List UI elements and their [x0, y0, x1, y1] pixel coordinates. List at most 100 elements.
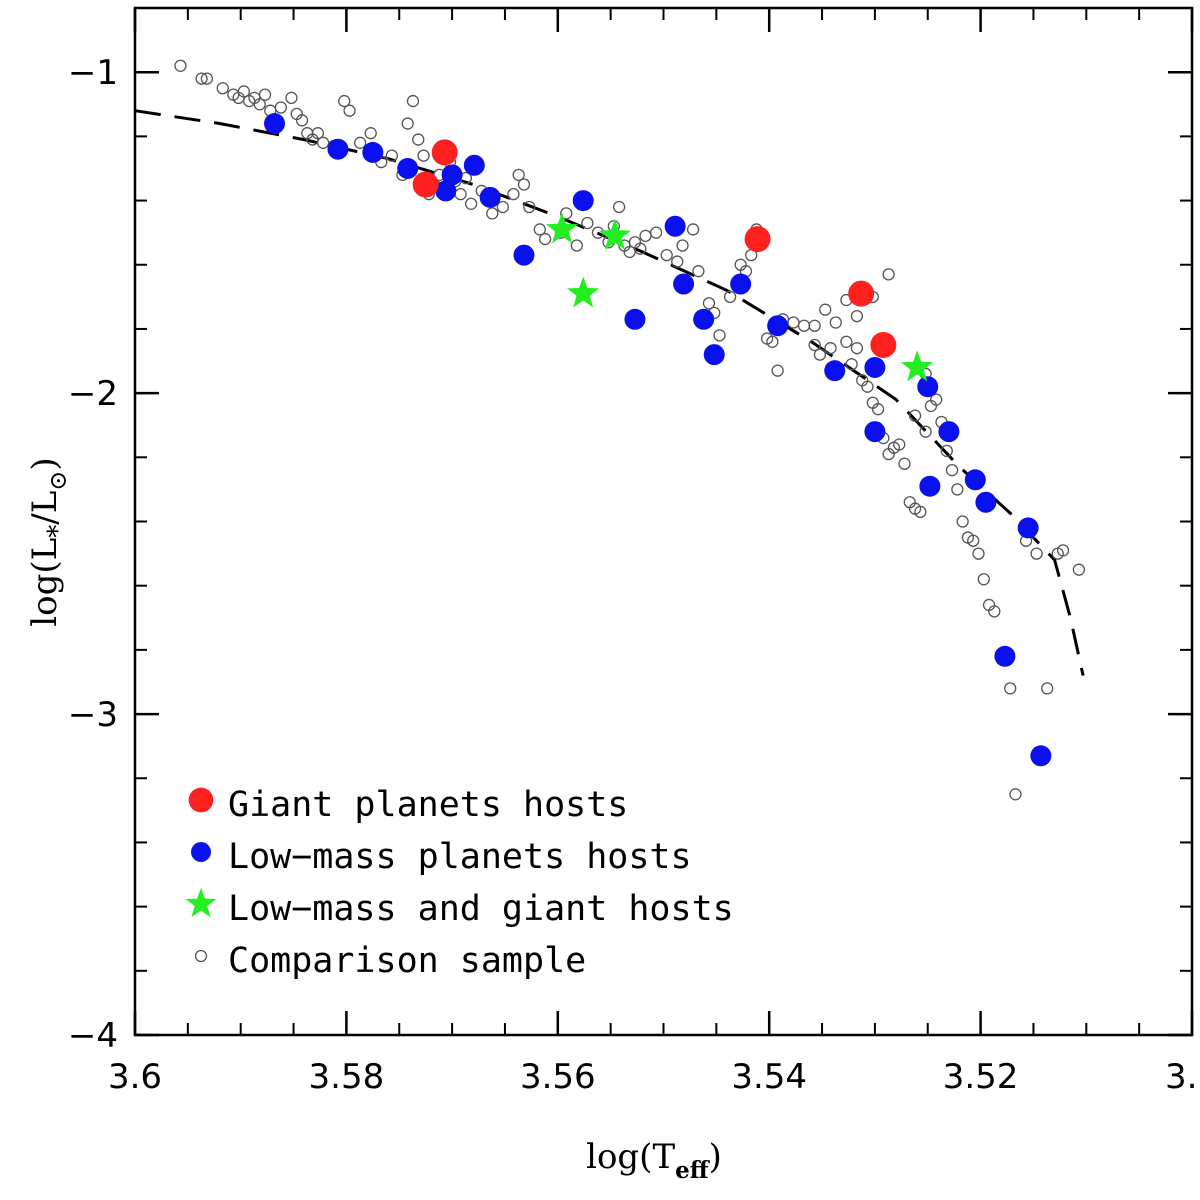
legend-marker — [191, 842, 211, 862]
low-mass-host-point — [1030, 745, 1052, 767]
low-mass-and-giant-host-point — [598, 218, 631, 250]
comparison-point — [216, 82, 229, 95]
low-mass-hosts-points — [264, 113, 1052, 767]
comparison-point — [412, 133, 425, 146]
x-axis-label: log(Teff) — [586, 1137, 722, 1184]
comparison-point — [464, 197, 478, 210]
giant-host-point — [848, 280, 875, 307]
low-mass-host-point — [435, 180, 457, 202]
low-mass-and-giant-host-point — [545, 212, 579, 244]
y-tick-label: −2 — [68, 374, 118, 414]
x-tick-label: 3.6 — [108, 1057, 162, 1097]
comparison-point — [253, 98, 266, 111]
comparison-point — [977, 573, 990, 586]
giant-host-point — [431, 139, 458, 166]
comparison-point — [771, 364, 784, 377]
comparison-point — [882, 268, 895, 281]
comparison-point — [512, 168, 525, 182]
low-mass-host-point — [463, 154, 485, 176]
low-mass-host-point — [917, 376, 939, 398]
comparison-point — [538, 232, 552, 246]
comparison-point — [919, 425, 932, 438]
low-mass-host-point — [513, 244, 535, 266]
giant-host-point — [870, 331, 897, 358]
comparison-point — [676, 239, 689, 252]
y-tick-label: −3 — [68, 695, 118, 735]
comparison-point — [385, 149, 399, 162]
comparison-point — [956, 515, 969, 528]
comparison-point — [523, 200, 536, 214]
comparison-point — [237, 85, 251, 98]
low-mass-host-point — [730, 273, 752, 295]
legend-label: Comparison sample — [228, 941, 586, 981]
low-mass-host-point — [864, 421, 886, 443]
low-mass-host-point — [397, 157, 419, 179]
comparison-point — [634, 242, 647, 255]
comparison-point — [174, 59, 187, 72]
comparison-point — [967, 534, 980, 547]
comparison-point — [824, 342, 837, 355]
comparison-point — [258, 88, 272, 101]
giant-hosts-points — [412, 139, 897, 358]
comparison-point — [417, 149, 430, 162]
comparison-point — [850, 309, 864, 323]
comparison-point — [406, 94, 420, 108]
comparison-point — [702, 297, 716, 310]
comparison-point — [401, 117, 414, 130]
comparison-point — [671, 255, 684, 268]
comparison-point — [1072, 563, 1086, 576]
comparison-point — [908, 409, 922, 422]
low-mass-and-giant-host-point — [901, 350, 934, 382]
comparison-point — [829, 316, 842, 329]
low-mass-host-point — [362, 141, 384, 163]
low-mass-host-point — [919, 475, 941, 497]
comparison-point — [560, 207, 573, 220]
comparison-point — [808, 319, 821, 332]
y-axis-label: log(L*/L⊙) — [25, 457, 73, 626]
legend-marker — [188, 787, 214, 813]
low-mass-host-point — [824, 360, 846, 382]
comparison-point — [507, 187, 520, 201]
comparison-point — [766, 335, 779, 348]
comparison-point — [850, 342, 864, 355]
comparison-point — [945, 463, 959, 477]
legend: Giant planets hosts Low−mass planets host… — [185, 785, 734, 981]
low-mass-host-point — [1017, 517, 1039, 539]
comparison-point — [274, 101, 288, 114]
comparison-point — [1041, 682, 1054, 695]
low-mass-and-giant-hosts-points — [545, 212, 934, 382]
comparison-point — [797, 319, 811, 332]
x-tick-label: 3.52 — [943, 1057, 1019, 1097]
y-tick-label: −1 — [68, 53, 118, 93]
low-mass-host-point — [572, 190, 594, 212]
comparison-point — [713, 329, 726, 342]
comparison-point — [285, 91, 298, 105]
comparison-point — [940, 444, 953, 458]
comparison-point — [898, 457, 911, 470]
comparison-point — [813, 348, 827, 361]
comparison-point — [1056, 544, 1070, 557]
legend-label: Low−mass and giant hosts — [228, 889, 734, 929]
comparison-point — [808, 338, 821, 352]
major-ticks — [133, 8, 1194, 1037]
low-mass-host-point — [624, 308, 646, 330]
comparison-point — [988, 605, 1001, 618]
comparison-point — [686, 223, 700, 236]
comparison-point — [972, 547, 985, 560]
low-mass-host-point — [994, 645, 1016, 667]
low-mass-host-point — [327, 138, 349, 160]
comparison-point — [861, 380, 874, 393]
x-tick-label: 3.56 — [520, 1057, 596, 1097]
reference-curve — [134, 109, 1085, 676]
low-mass-host-point — [864, 356, 886, 378]
comparison-point — [914, 505, 927, 519]
comparison-point — [581, 216, 594, 230]
low-mass-host-point — [673, 273, 695, 295]
comparison-point — [819, 303, 832, 316]
comparison-point — [338, 94, 351, 108]
low-mass-host-point — [693, 308, 715, 330]
low-mass-host-point — [767, 315, 789, 337]
comparison-point — [533, 223, 546, 236]
low-mass-host-point — [938, 421, 960, 443]
